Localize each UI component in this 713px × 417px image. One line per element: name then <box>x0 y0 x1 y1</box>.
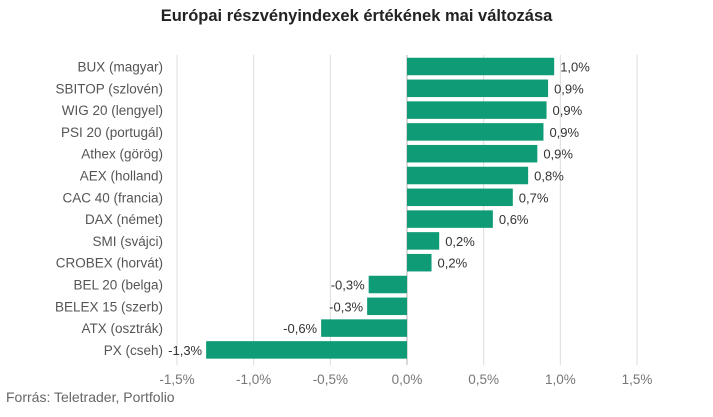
category-label: SMI (svájci) <box>93 234 164 249</box>
data-label: 0,9% <box>549 125 579 140</box>
category-label: WIG 20 (lengyel) <box>62 103 163 118</box>
bar <box>407 166 529 185</box>
bar <box>321 319 407 337</box>
data-label: 0,9% <box>553 103 583 118</box>
chart-title: Európai részvényindexek értékének mai vá… <box>160 7 553 25</box>
category-label: Athex (görög) <box>81 147 163 162</box>
data-label: 0,2% <box>445 234 475 249</box>
bar <box>407 144 538 163</box>
data-label: -0,3% <box>329 299 363 314</box>
bar <box>407 210 493 228</box>
bar <box>407 123 544 141</box>
bar <box>407 253 432 272</box>
category-label: SBITOP (szlovén) <box>55 81 163 96</box>
source-note: Forrás: Teletrader, Portfolio <box>6 389 175 405</box>
data-label: 0,9% <box>554 81 584 96</box>
x-tick-label: -1,5% <box>159 372 194 387</box>
bar <box>407 232 440 250</box>
category-label: BUX (magyar) <box>77 60 163 75</box>
x-tick-label: 1,0% <box>545 372 576 387</box>
category-label: PSI 20 (portugál) <box>61 125 163 140</box>
x-tick-label: 1,5% <box>622 372 653 387</box>
data-label: 0,2% <box>438 256 468 271</box>
data-label: -0,6% <box>283 321 317 336</box>
x-tick-label: -1,0% <box>236 372 271 387</box>
data-label: 1,0% <box>560 60 590 75</box>
category-label: ATX (osztrák) <box>81 321 163 336</box>
data-label: 0,9% <box>543 147 573 162</box>
x-tick-label: 0,0% <box>392 372 423 387</box>
category-label: BEL 20 (belga) <box>73 278 163 293</box>
data-label: -1,3% <box>168 343 202 358</box>
bar <box>407 79 549 98</box>
bar <box>367 297 407 316</box>
bar <box>407 57 555 76</box>
category-label: BELEX 15 (szerb) <box>55 299 163 314</box>
data-label: 0,6% <box>499 212 529 227</box>
category-label: PX (cseh) <box>104 343 163 358</box>
bar <box>368 275 407 294</box>
data-label: 0,8% <box>534 169 564 184</box>
x-tick-label: 0,5% <box>468 372 499 387</box>
data-label: -0,3% <box>331 278 365 293</box>
category-label: DAX (német) <box>85 212 163 227</box>
bar <box>206 341 407 359</box>
category-label: CROBEX (horvát) <box>56 256 163 271</box>
category-label: AEX (holland) <box>80 169 163 184</box>
x-tick-label: -0,5% <box>313 372 348 387</box>
category-label: CAC 40 (francia) <box>62 190 163 205</box>
bar <box>407 101 547 119</box>
bar <box>407 188 513 207</box>
data-label: 0,7% <box>519 190 549 205</box>
